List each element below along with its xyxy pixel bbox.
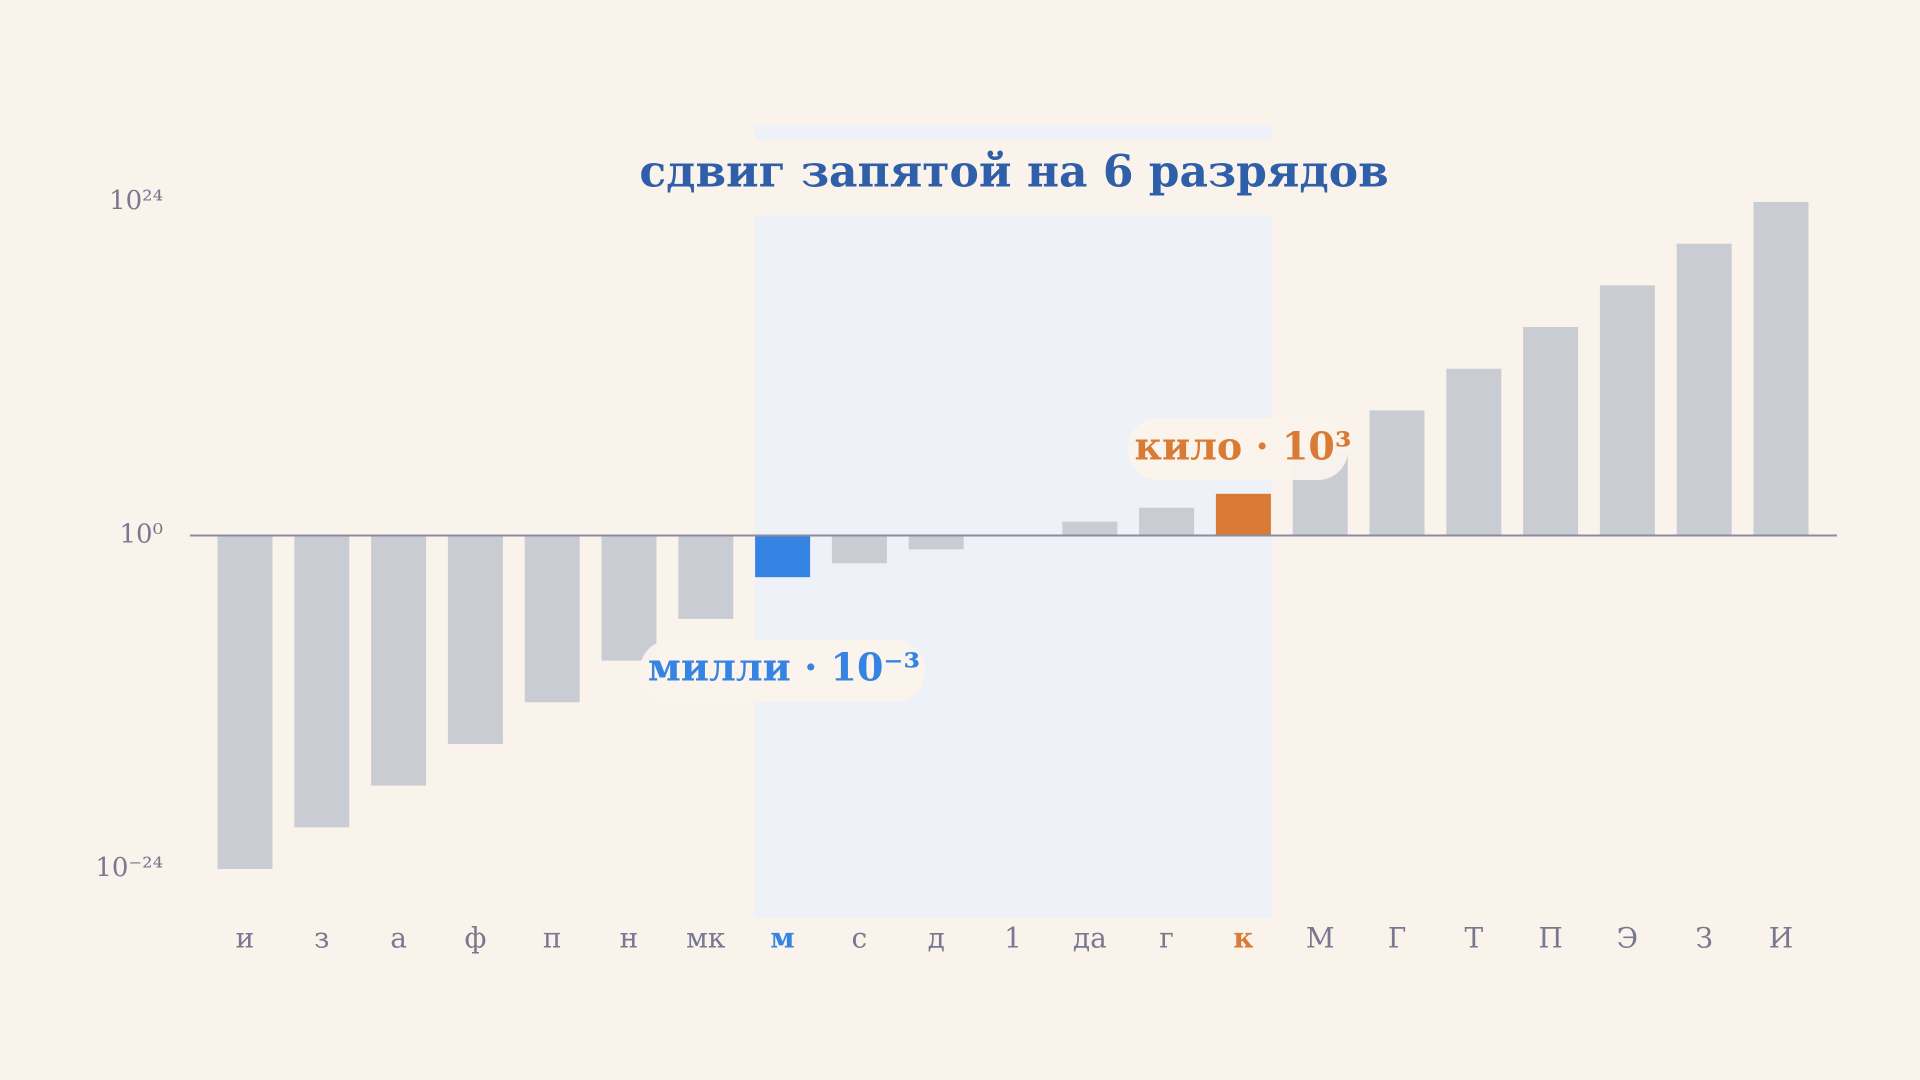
x-tick-label: н xyxy=(620,922,639,955)
chart-title: сдвиг запятой на 6 разрядов xyxy=(639,147,1388,198)
x-tick-label: с xyxy=(852,922,868,955)
annotation-backdrop xyxy=(640,640,925,702)
x-tick-label: Э xyxy=(1617,922,1638,955)
x-tick-label: да xyxy=(1073,922,1107,955)
bar xyxy=(1523,327,1579,536)
bar xyxy=(678,535,734,619)
x-tick-label: мк xyxy=(686,922,726,955)
x-tick-label: ф xyxy=(464,922,486,955)
x-tick-label: 1 xyxy=(1004,922,1022,955)
bar xyxy=(524,535,580,703)
bar xyxy=(294,535,350,828)
annotation-backdrop xyxy=(1128,418,1348,480)
bar xyxy=(1062,521,1118,536)
bar xyxy=(1676,243,1732,536)
bar xyxy=(908,535,964,550)
x-tick-label: М xyxy=(1306,922,1335,955)
x-tick-label: а xyxy=(390,922,407,955)
x-tick-label: З xyxy=(1695,922,1712,955)
bar xyxy=(1599,285,1655,536)
x-tick-label: Т xyxy=(1464,922,1483,955)
title-backdrop xyxy=(660,140,1370,215)
bar xyxy=(755,535,811,578)
x-tick-label: г xyxy=(1159,922,1174,955)
bar xyxy=(601,535,657,661)
y-tick-label: 10⁰ xyxy=(119,520,163,550)
bar xyxy=(1139,507,1195,536)
bar xyxy=(447,535,503,744)
x-tick-label: И xyxy=(1769,922,1793,955)
y-tick-label: 10²⁴ xyxy=(109,186,163,216)
x-tick-label: Г xyxy=(1388,922,1407,955)
x-tick-label: п xyxy=(543,922,562,955)
annotation: милли · 10⁻³ xyxy=(648,645,920,690)
bar xyxy=(831,535,887,564)
x-tick-label: к xyxy=(1233,922,1253,955)
bar xyxy=(371,535,427,786)
bar xyxy=(1446,368,1502,536)
highlight-band xyxy=(755,125,1272,918)
x-tick-label: з xyxy=(314,922,329,955)
x-tick-label: м xyxy=(770,922,794,955)
x-tick-label: П xyxy=(1538,922,1562,955)
x-tick-label: и xyxy=(236,922,255,955)
bar xyxy=(1369,410,1425,536)
bar xyxy=(1215,493,1271,536)
y-tick-label: 10⁻²⁴ xyxy=(95,853,163,883)
annotation: кило · 10³ xyxy=(1135,424,1352,469)
x-tick-label: д xyxy=(928,922,945,955)
bar xyxy=(1753,202,1809,536)
bar xyxy=(217,535,273,869)
